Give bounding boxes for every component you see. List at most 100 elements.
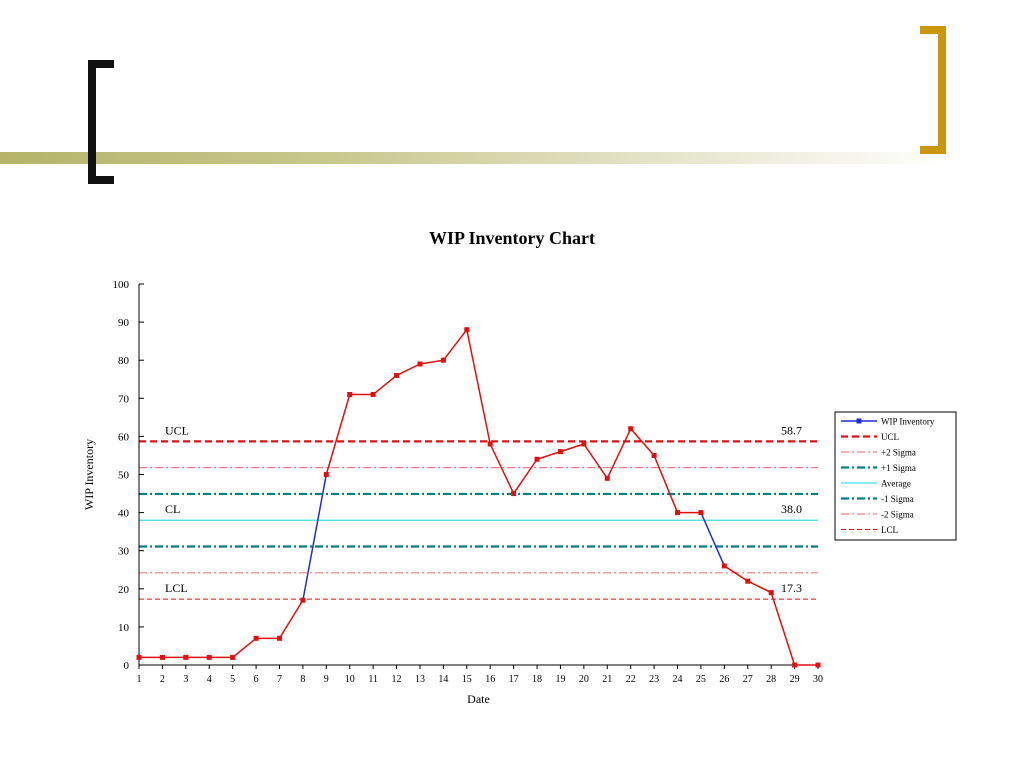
series-segment xyxy=(372,374,398,396)
y-tick-label: 80 xyxy=(118,355,130,367)
x-tick-label: 21 xyxy=(602,674,612,685)
series-segment xyxy=(747,580,772,594)
series-segment xyxy=(232,637,257,658)
data-point xyxy=(815,662,821,668)
x-tick-label: 9 xyxy=(324,674,329,685)
x-axis-label: Date xyxy=(467,692,490,706)
legend-entry: +1 Sigma xyxy=(881,463,916,473)
series-segment xyxy=(700,512,726,567)
cl-label: CL xyxy=(165,502,180,516)
legend-entry: WIP Inventory xyxy=(881,417,935,427)
legend-marker xyxy=(856,418,862,424)
data-point xyxy=(557,449,563,455)
series-segment xyxy=(466,329,491,445)
data-point xyxy=(159,654,165,660)
x-tick-label: 18 xyxy=(532,674,542,685)
x-tick-label: 24 xyxy=(673,674,683,685)
data-point xyxy=(183,654,189,660)
data-point xyxy=(792,662,798,668)
x-tick-label: 27 xyxy=(743,674,753,685)
x-tick-label: 23 xyxy=(649,674,659,685)
series-segment xyxy=(723,565,749,582)
data-point xyxy=(417,361,423,367)
series-segment xyxy=(419,359,444,365)
data-point xyxy=(253,635,259,641)
data-point xyxy=(768,590,774,596)
x-tick-label: 16 xyxy=(485,674,495,685)
x-tick-label: 7 xyxy=(277,674,282,685)
x-tick-label: 22 xyxy=(626,674,636,685)
data-point xyxy=(581,441,587,447)
y-tick-label: 20 xyxy=(118,584,130,596)
slide-header-rule xyxy=(0,152,950,164)
series-segment xyxy=(489,443,515,494)
y-tick-label: 60 xyxy=(118,431,130,443)
y-tick-label: 100 xyxy=(113,279,130,291)
legend-entry: -1 Sigma xyxy=(881,494,914,504)
x-tick-label: 5 xyxy=(230,674,235,685)
data-point xyxy=(675,510,681,516)
x-tick-label: 6 xyxy=(254,674,259,685)
right-bracket-decoration xyxy=(920,26,946,154)
series-segment xyxy=(653,455,679,513)
x-tick-label: 19 xyxy=(555,674,565,685)
data-point xyxy=(370,391,376,397)
series-segment xyxy=(606,428,632,479)
y-tick-label: 40 xyxy=(118,508,130,520)
x-tick-label: 14 xyxy=(438,674,448,685)
data-point xyxy=(651,452,657,458)
data-point xyxy=(511,491,517,497)
data-point xyxy=(534,456,540,462)
lcl-value-label: 17.3 xyxy=(781,581,802,595)
x-tick-label: 28 xyxy=(766,674,776,685)
series-segment xyxy=(302,474,328,601)
data-point xyxy=(464,327,470,333)
x-tick-label: 26 xyxy=(719,674,729,685)
legend-entry: Average xyxy=(881,479,911,489)
ucl-value-label: 58.7 xyxy=(781,423,802,437)
x-tick-label: 1 xyxy=(137,674,142,685)
ucl-label: UCL xyxy=(165,423,189,437)
x-tick-label: 13 xyxy=(415,674,425,685)
data-point xyxy=(745,578,751,584)
x-tick-label: 25 xyxy=(696,674,706,685)
x-tick-label: 12 xyxy=(392,674,402,685)
data-point xyxy=(698,510,704,516)
y-tick-label: 30 xyxy=(118,546,130,558)
x-tick-label: 29 xyxy=(790,674,800,685)
data-point xyxy=(721,563,727,569)
y-tick-label: 90 xyxy=(118,317,130,329)
left-bracket-decoration xyxy=(88,60,114,184)
legend-entry: -2 Sigma xyxy=(881,510,914,520)
series-segment xyxy=(560,443,585,453)
data-point xyxy=(206,654,212,660)
cl-value-label: 38.0 xyxy=(781,502,802,516)
series-segment xyxy=(278,599,304,639)
data-point xyxy=(604,475,610,481)
data-point xyxy=(300,597,306,603)
x-tick-label: 2 xyxy=(160,674,165,685)
data-point xyxy=(628,426,634,432)
x-tick-label: 8 xyxy=(300,674,305,685)
data-point xyxy=(136,654,142,660)
legend-entry: LCL xyxy=(881,525,898,535)
chart-title: WIP Inventory Chart xyxy=(429,228,595,248)
series-segment xyxy=(630,428,655,456)
x-tick-label: 10 xyxy=(345,674,355,685)
series-segment xyxy=(513,458,538,494)
series-segment xyxy=(396,363,421,377)
series-segment xyxy=(583,443,608,479)
y-tick-label: 0 xyxy=(124,660,130,672)
data-point xyxy=(230,654,236,660)
legend-entry: +2 Sigma xyxy=(881,448,916,458)
series-segment xyxy=(325,394,351,475)
series-segment xyxy=(442,329,468,361)
x-tick-label: 11 xyxy=(368,674,378,685)
y-tick-label: 10 xyxy=(118,622,130,634)
legend-entry: UCL xyxy=(881,432,899,442)
data-point xyxy=(394,372,400,378)
x-tick-label: 15 xyxy=(462,674,472,685)
lcl-label: LCL xyxy=(165,581,188,595)
y-tick-label: 50 xyxy=(118,470,130,482)
